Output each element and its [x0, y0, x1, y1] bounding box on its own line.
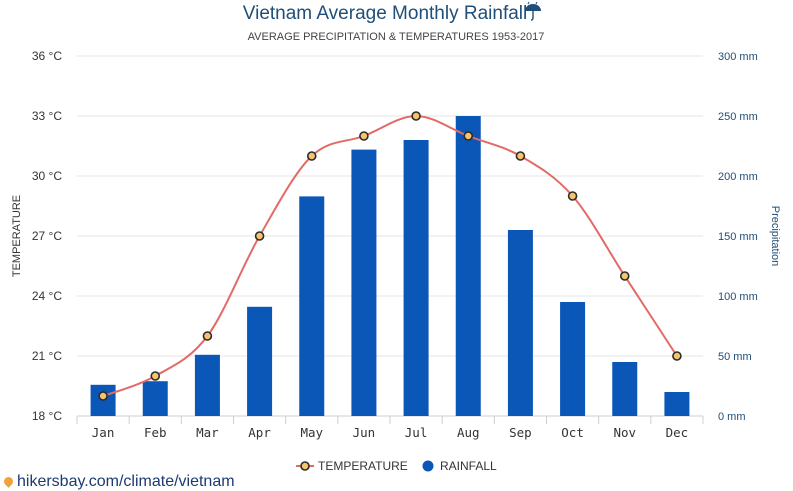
temperature-point: [306, 151, 317, 161]
temperature-point: [619, 271, 630, 281]
map-pin-icon: [2, 475, 15, 488]
temperature-line: [102, 114, 678, 397]
right-tick-label: 250 mm: [718, 111, 758, 123]
left-tick-label: 27 °C: [32, 229, 62, 243]
legend-rainfall-marker: [422, 460, 434, 472]
temperature-point: [254, 231, 265, 241]
temperature-point: [672, 351, 682, 361]
x-tick-label: Sep: [509, 425, 532, 440]
temperature-point: [150, 371, 161, 381]
rainfall-bar: [507, 230, 533, 416]
left-tick-label: 36 °C: [32, 49, 62, 63]
temperature-point: [359, 131, 369, 141]
left-tick-label: 21 °C: [32, 349, 62, 363]
left-tick-label: 30 °C: [32, 169, 62, 183]
right-tick-label: 50 mm: [718, 351, 752, 363]
temperature-line-path: [102, 114, 678, 397]
temperature-point: [202, 331, 213, 341]
temperature-point: [567, 191, 578, 201]
right-tick-label: 150 mm: [718, 231, 758, 243]
chart-subtitle: AVERAGE PRECIPITATION & TEMPERATURES 195…: [248, 31, 545, 43]
rainfall-bar: [664, 392, 690, 416]
left-tick-label: 18 °C: [32, 409, 62, 423]
rainfall-bar: [142, 381, 168, 416]
x-tick-label: Jul: [405, 425, 428, 440]
left-tick-label: 33 °C: [32, 109, 62, 123]
x-tick-label: Nov: [613, 425, 636, 440]
legend-temperature-marker: [300, 461, 310, 471]
footer-link[interactable]: hikersbay.com/climate/vietnam: [2, 473, 235, 491]
rainfall-bars: [90, 116, 690, 416]
rainfall-bar: [455, 116, 481, 416]
right-axis-ticks: 0 mm 50 mm 100 mm 150 mm 200 mm 250 mm 300 mm: [718, 51, 758, 423]
rainfall-bar: [299, 196, 325, 416]
x-tick-label: Oct: [561, 425, 584, 440]
rainfall-bar: [351, 149, 377, 416]
temperature-point: [98, 391, 108, 401]
rainfall-bar: [612, 362, 638, 416]
right-tick-label: 100 mm: [718, 291, 758, 303]
left-axis-label: TEMPERATURE: [11, 195, 23, 277]
temperature-markers: [98, 111, 682, 401]
rainfall-bar: [560, 302, 586, 416]
right-tick-label: 300 mm: [718, 51, 758, 63]
umbrella-rain-icon: [525, 1, 541, 21]
temperature-point: [515, 151, 526, 161]
x-tick-label: May: [300, 425, 323, 440]
footer-link-text[interactable]: hikersbay.com/climate/vietnam: [17, 473, 235, 490]
left-axis-ticks: 18 °C 21 °C 24 °C 27 °C 30 °C 33 °C 36 °C: [32, 49, 62, 423]
x-tick-label: Mar: [196, 425, 219, 440]
x-tick-label: Aug: [457, 425, 480, 440]
x-axis: Jan Feb Mar Apr May Jun Jul Aug Sep Oct Nov Dec: [92, 425, 688, 440]
chart-title: Vietnam Average Monthly Rainfall: [243, 3, 527, 24]
rainfall-bar: [403, 140, 429, 416]
legend-temperature-label: TEMPERATURE: [318, 459, 408, 473]
legend-rainfall-label: RAINFALL: [440, 459, 497, 473]
right-tick-label: 0 mm: [718, 411, 746, 423]
rainfall-bar: [247, 306, 273, 416]
temperature-point: [411, 111, 421, 121]
grid: [76, 55, 704, 424]
x-tick-label: Dec: [666, 425, 689, 440]
x-tick-label: Jun: [353, 425, 376, 440]
temperature-point: [463, 131, 474, 141]
left-tick-label: 24 °C: [32, 289, 62, 303]
right-tick-label: 200 mm: [718, 171, 758, 183]
right-axis-label: Precipitation: [769, 206, 781, 267]
legend[interactable]: TEMPERATURE RAINFALL: [296, 459, 497, 473]
x-tick-label: Jan: [92, 425, 115, 440]
x-tick-label: Apr: [248, 425, 271, 440]
rainfall-bar: [194, 354, 220, 416]
x-tick-label: Feb: [144, 425, 167, 440]
